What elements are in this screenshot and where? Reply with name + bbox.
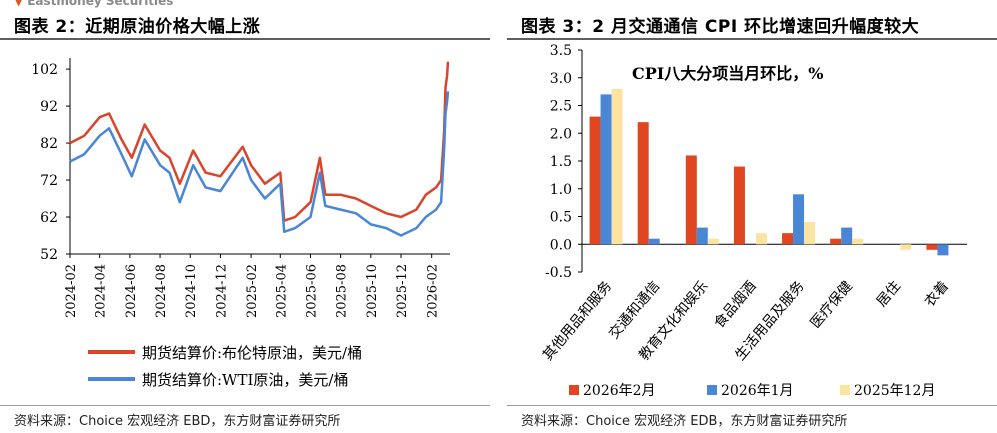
y-tick-label: 52 (40, 247, 58, 263)
category-label: 居住 (874, 278, 904, 310)
bar-1-2 (637, 122, 649, 245)
y-tick-label: 62 (40, 210, 58, 226)
legend-label-2: 期货结算价:WTI原油，美元/桶 (142, 371, 348, 389)
x-tick-label: 2024-02 (64, 264, 79, 318)
x-tick-label: 2024-04 (94, 264, 109, 318)
x-tick-label: 2024-06 (124, 264, 139, 318)
category-label: 食品烟酒 (710, 278, 759, 332)
bar-2-3 (696, 227, 708, 245)
y-tick-label: 82 (40, 136, 58, 152)
left-source: 资料来源：Choice 宏观经济 EBD，东方财富证券研究所 (14, 414, 341, 429)
left-chart-title: 图表 2：近期原油价格大幅上涨 (14, 17, 261, 37)
legend-label-3: 2025年12月 (854, 383, 935, 399)
series-line-1 (69, 61, 450, 222)
y-tick-label: 0.5 (550, 210, 572, 226)
x-tick-label: 2025-02 (245, 264, 260, 318)
legend-swatch-2 (707, 385, 717, 395)
x-tick-label: 2025-06 (304, 264, 319, 318)
bar-1-1 (589, 116, 601, 245)
legend-label-1: 2026年2月 (583, 383, 656, 399)
bar-1-4 (733, 166, 745, 245)
y-tick-label: 2.0 (550, 126, 572, 142)
category-label: 其他用品和服务 (540, 278, 615, 363)
legend-label-1: 期货结算价:布伦特原油，美元/桶 (142, 344, 362, 362)
bar-2-2 (648, 238, 660, 245)
series-line-2 (69, 91, 450, 237)
right-divider (507, 405, 997, 406)
x-tick-label: 2025-12 (395, 264, 410, 318)
legend-label-2: 2026年1月 (721, 383, 794, 399)
x-tick-label: 2025-08 (335, 264, 350, 318)
bar-3-5 (804, 222, 816, 245)
right-chart-panel: 图表 3：2 月交通通信 CPI 环比增速回升幅度较大 -0.5 0.0 0.5 1.… (507, 0, 997, 433)
category-label: 衣着 (922, 278, 952, 310)
bar-1-5 (782, 233, 794, 245)
right-chart-title: 图表 3：2 月交通通信 CPI 环比增速回升幅度较大 (521, 17, 920, 37)
right-source: 资料来源：Choice 宏观经济 EDB，东方财富证券研究所 (521, 414, 848, 429)
triangle-icon: ▼ (14, 0, 24, 8)
cpi-bar-chart: -0.5 0.0 0.5 1.0 1.5 2.0 2.5 3.0 3.5 CPI八大分项当月环比，… (540, 43, 967, 399)
chart-subtitle: CPI八大分项当月环比，% (632, 64, 823, 83)
y-tick-label: 1.0 (550, 182, 572, 198)
category-label: 医疗保健 (807, 278, 855, 331)
left-chart-panel: ▼ Eastmoney Securities 图表 2：近期原油价格大幅上涨 52… (0, 0, 490, 433)
left-divider (0, 405, 490, 406)
bar-3-6 (852, 238, 864, 245)
y-tick-label: -0.5 (545, 265, 572, 281)
y-tick-label: 3.5 (550, 43, 572, 59)
bar-2-5 (793, 194, 805, 245)
bar-3-7 (900, 244, 912, 250)
x-tick-label: 2024-10 (184, 264, 199, 318)
x-tick-label: 2024-08 (154, 264, 169, 318)
bar-1-8 (926, 244, 938, 250)
y-tick-label: 1.5 (550, 154, 572, 170)
right-title-bar: 图表 3：2 月交通通信 CPI 环比增速回升幅度较大 (507, 10, 997, 40)
x-tick-label: 2024-12 (214, 264, 229, 318)
oil-price-chart: 52 62 72 82 92 102 2024-02 2024-04 2024-06 2024-0… (31, 58, 450, 389)
watermark: ▼ Eastmoney Securities (14, 0, 173, 8)
y-tick-label: 92 (40, 99, 58, 115)
left-title-bar: 图表 2：近期原油价格大幅上涨 (0, 10, 490, 40)
bar-3-3 (707, 238, 719, 245)
bar-2-1 (600, 94, 612, 245)
bar-1-6 (830, 238, 842, 245)
x-tick-label: 2025-04 (274, 264, 289, 318)
bar-3-4 (755, 233, 767, 245)
y-tick-label: 0.0 (550, 237, 572, 253)
bar-2-8 (937, 244, 949, 256)
y-tick-label: 102 (31, 62, 58, 78)
legend-swatch-1 (569, 385, 579, 395)
y-tick-label: 2.5 (550, 99, 572, 115)
x-tick-label: 2026-02 (426, 264, 441, 318)
y-tick-label: 72 (40, 173, 58, 189)
x-tick-label: 2025-10 (365, 264, 380, 318)
y-tick-label: 3.0 (550, 71, 572, 87)
bar-1-3 (685, 155, 697, 245)
legend-swatch-3 (840, 385, 850, 395)
bar-3-1 (611, 88, 623, 245)
bar-2-6 (841, 227, 853, 245)
